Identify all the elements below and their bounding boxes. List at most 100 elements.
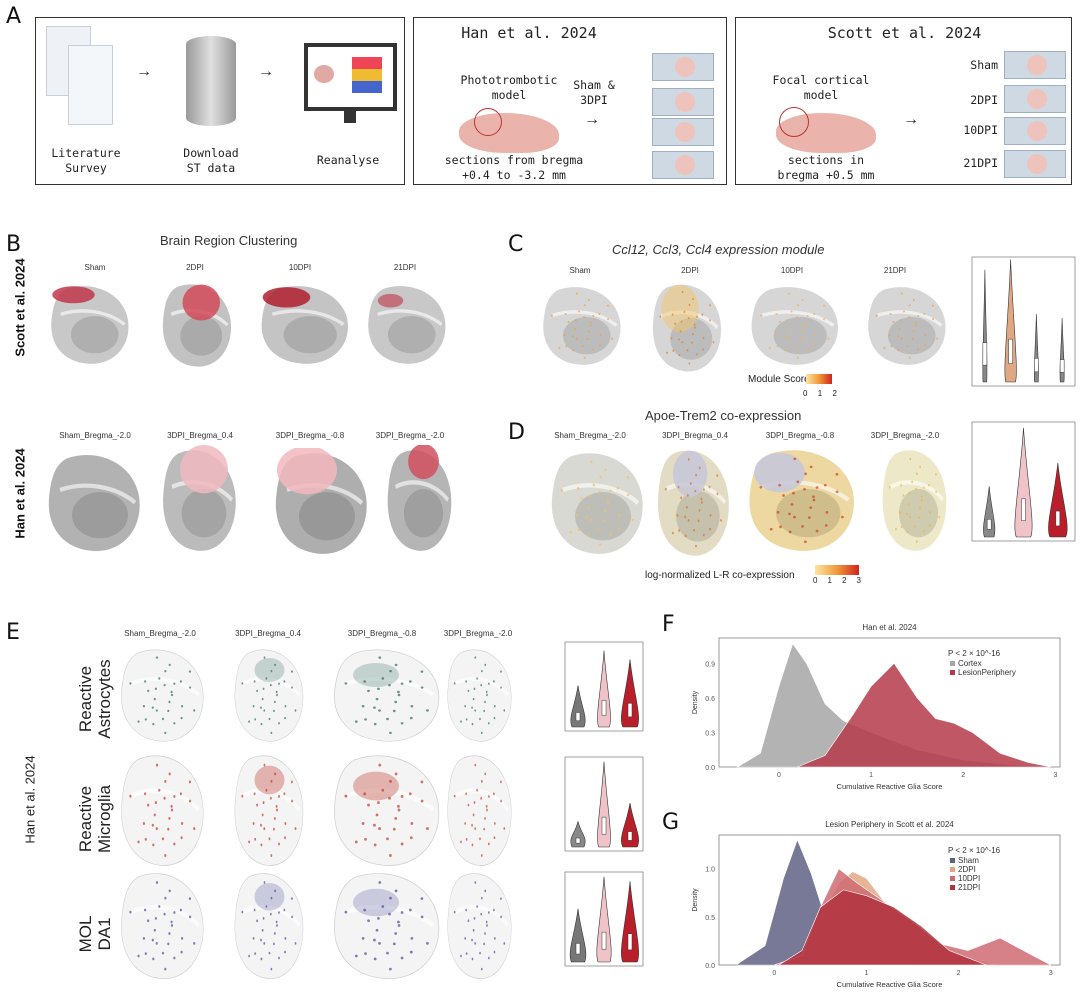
- expression-spot: [269, 796, 272, 800]
- expression-spot: [790, 310, 793, 313]
- expression-spot: [420, 670, 424, 673]
- expression-spot: [291, 915, 293, 919]
- density-chart-g: Lesion Periphery in Scott et al. 2024 Sha…: [692, 820, 1061, 989]
- expression-spot: [273, 700, 276, 704]
- expression-spot: [283, 680, 286, 683]
- brain-section-map: [657, 450, 729, 556]
- brain-inner-region: [776, 489, 841, 538]
- expression-spot: [920, 495, 923, 498]
- brain-inner-region: [575, 492, 631, 541]
- expression-spot: [278, 911, 280, 914]
- brain-outline: [882, 450, 947, 551]
- expression-spot: [181, 937, 184, 940]
- expression-spot: [144, 792, 147, 796]
- brain-outline: [551, 453, 643, 554]
- brain-section-map: [334, 755, 440, 866]
- expression-spot: [363, 792, 367, 796]
- expression-spot: [493, 792, 495, 796]
- expression-spot: [580, 497, 583, 500]
- expression-spot: [900, 337, 903, 340]
- expression-spot: [493, 950, 496, 954]
- expression-spot: [179, 680, 182, 683]
- expression-spot: [481, 669, 483, 673]
- brain-section-map: [751, 287, 838, 365]
- expression-spot: [270, 669, 273, 673]
- expression-spot: [898, 327, 901, 330]
- expression-spot: [702, 348, 704, 351]
- white-matter-tract: [455, 788, 509, 812]
- expression-spot: [260, 706, 262, 709]
- expression-spot: [687, 317, 690, 320]
- expression-spot: [574, 319, 577, 322]
- expression-spot: [410, 705, 414, 708]
- expression-spot: [909, 457, 912, 461]
- expression-spot: [484, 932, 486, 935]
- brain-section-map: [334, 649, 440, 742]
- expression-spot: [173, 911, 176, 914]
- expression-spot: [261, 813, 264, 817]
- expression-spot: [158, 677, 161, 680]
- brain-outline: [121, 873, 204, 979]
- expression-spot: [479, 951, 481, 955]
- brain-outline: [447, 649, 512, 742]
- expression-spot: [626, 493, 630, 497]
- workflow-step-label: Literature Survey: [51, 146, 121, 175]
- expression-spot: [924, 334, 927, 337]
- column-label: Sham_Bregma_-2.0: [124, 629, 196, 638]
- workflow-step-label: Reanalyse: [316, 153, 380, 167]
- expression-spot: [801, 525, 804, 528]
- x-tick-label: 2: [957, 970, 961, 977]
- violin-plot: [971, 421, 1076, 542]
- expression-spot: [480, 854, 483, 857]
- expression-spot: [284, 705, 287, 708]
- expression-spot: [494, 822, 496, 825]
- expression-spot: [392, 709, 396, 713]
- expression-spot: [164, 779, 167, 783]
- expression-spot: [474, 827, 476, 831]
- brain-outline: [334, 755, 440, 866]
- expression-spot: [603, 509, 607, 513]
- panel-label-g: G: [662, 810, 680, 835]
- lr-colorbar: [815, 565, 859, 575]
- expression-spot: [822, 318, 826, 321]
- expression-spot: [152, 957, 155, 961]
- expression-spot: [923, 486, 925, 489]
- expression-spot: [671, 531, 674, 535]
- lesion-region: [672, 450, 708, 497]
- brain-section-map: [234, 755, 304, 866]
- expression-spot: [888, 334, 891, 337]
- expression-spot: [841, 515, 844, 519]
- legend-swatch: [950, 876, 955, 881]
- expression-spot: [708, 485, 711, 489]
- expression-spot: [361, 705, 365, 708]
- white-matter-tract: [877, 310, 943, 327]
- expression-spot: [712, 341, 715, 344]
- expression-spot: [137, 720, 140, 723]
- expression-spot: [776, 345, 779, 348]
- expression-spot: [691, 333, 694, 336]
- expression-spot: [256, 689, 259, 693]
- scott-study-box: Scott et al. 2024 Focal cortical model →…: [735, 17, 1072, 185]
- expression-spot: [394, 663, 398, 667]
- document-icon: [68, 45, 113, 125]
- legend-label: 2DPI: [958, 865, 976, 874]
- violin-shape: [569, 908, 587, 963]
- expression-spot: [453, 794, 456, 798]
- expression-spot: [400, 911, 404, 914]
- expression-spot: [269, 912, 272, 916]
- module-score-legend-title: Module Score: [748, 374, 810, 385]
- expression-spot: [598, 490, 601, 494]
- expression-spot: [793, 515, 796, 519]
- expression-spot: [381, 905, 385, 908]
- column-label: 3DPI_Bregma_-0.8: [275, 431, 345, 440]
- expression-spot: [273, 816, 276, 820]
- expression-spot: [609, 489, 612, 492]
- expression-spot: [167, 827, 170, 831]
- expression-spot: [129, 682, 132, 685]
- expression-spot: [144, 837, 147, 841]
- expression-spot: [275, 804, 278, 808]
- expression-spot: [344, 794, 348, 798]
- expression-spot: [278, 682, 280, 685]
- expression-spot: [367, 919, 370, 923]
- expression-spot: [473, 801, 476, 805]
